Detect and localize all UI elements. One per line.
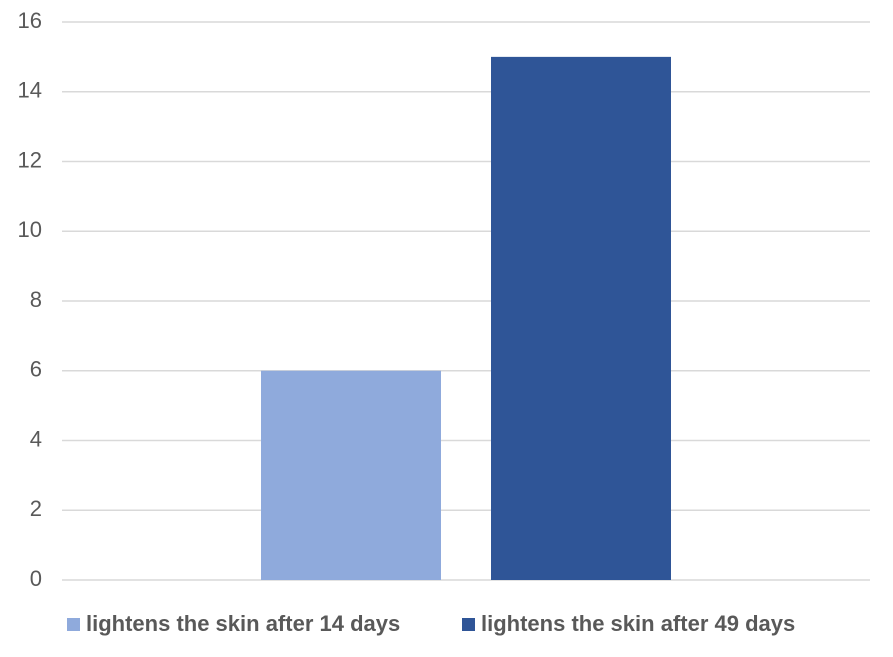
y-tick-label: 16	[18, 8, 42, 33]
y-tick-label: 8	[30, 287, 42, 312]
bar	[491, 56, 671, 580]
y-tick-label: 14	[18, 78, 42, 103]
y-tick-label: 4	[30, 426, 42, 451]
y-tick-label: 2	[30, 496, 42, 521]
bar	[261, 370, 441, 580]
y-tick-label: 12	[18, 147, 42, 172]
legend-label: lightens the skin after 14 days	[86, 611, 400, 636]
legend-label: lightens the skin after 49 days	[481, 611, 795, 636]
y-tick-label: 10	[18, 217, 42, 242]
legend-swatch	[462, 618, 475, 631]
y-tick-label: 0	[30, 566, 42, 591]
y-tick-label: 6	[30, 357, 42, 382]
legend-swatch	[67, 618, 80, 631]
